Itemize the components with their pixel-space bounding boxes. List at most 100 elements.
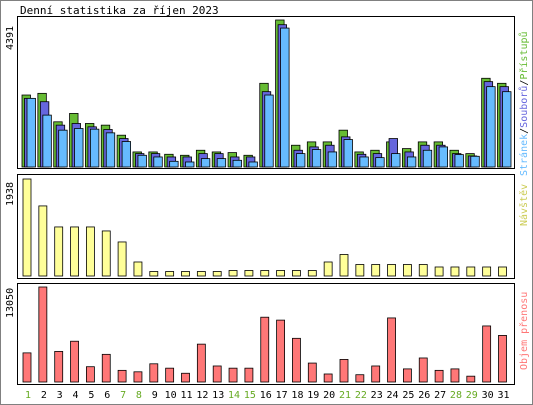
x-tick-day-1: 1 <box>25 390 31 401</box>
visits-bar-day-6 <box>101 230 111 277</box>
pages-bar-day-24 <box>391 153 401 168</box>
x-tick-day-4: 4 <box>73 390 79 401</box>
x-tick-day-23: 23 <box>371 390 383 401</box>
visits-bar-day-21 <box>339 254 349 277</box>
x-tick-day-8: 8 <box>136 390 142 401</box>
transfer-bar-day-22 <box>355 374 365 383</box>
pages-bar-day-1 <box>26 97 36 168</box>
x-tick-day-16: 16 <box>260 390 272 401</box>
x-tick-day-27: 27 <box>434 390 446 401</box>
x-tick-day-26: 26 <box>418 390 430 401</box>
x-tick-day-12: 12 <box>196 390 208 401</box>
transfer-bar-day-6 <box>101 353 111 383</box>
legend-files: Souborů <box>518 86 530 128</box>
x-tick-day-5: 5 <box>88 390 94 401</box>
pages-bar-day-2 <box>42 114 52 168</box>
transfer-ymax-label: 13050 <box>5 288 16 318</box>
pages-bar-day-30 <box>486 86 496 168</box>
x-tick-day-31: 31 <box>497 390 509 401</box>
pages-bar-day-10 <box>169 160 179 168</box>
transfer-bar-day-5 <box>86 366 95 383</box>
chart-title: Denní statistika za říjen 2023 <box>20 4 219 17</box>
transfer-bar-day-3 <box>54 351 64 383</box>
pages-bar-day-11 <box>185 161 195 168</box>
visits-bar-day-18 <box>292 270 301 277</box>
transfer-bar-day-19 <box>307 362 317 383</box>
x-tick-day-6: 6 <box>104 390 110 401</box>
pages-bar-day-9 <box>153 156 163 168</box>
visits-bar-day-1 <box>22 178 32 277</box>
x-tick-day-13: 13 <box>212 390 224 401</box>
visits-bar-day-25 <box>402 264 412 277</box>
pages-bar-day-3 <box>58 129 68 168</box>
transfer-bar-day-11 <box>181 372 190 383</box>
transfer-bar-day-9 <box>149 363 159 383</box>
x-tick-day-11: 11 <box>180 390 192 401</box>
visits-bar-day-19 <box>307 270 317 277</box>
visits-bar-day-10 <box>165 271 175 277</box>
visits-bar-day-17 <box>276 270 286 277</box>
transfer-bar-day-13 <box>212 365 222 383</box>
visits-bar-day-16 <box>260 270 270 277</box>
transfer-bar-day-16 <box>260 316 270 383</box>
visits-bar-day-24 <box>387 264 396 277</box>
transfer-bar-day-8 <box>133 371 143 383</box>
pages-bar-day-8 <box>137 154 147 168</box>
visits-bar-day-3 <box>54 226 64 277</box>
x-tick-day-24: 24 <box>387 390 399 401</box>
visits-bar-day-13 <box>212 271 222 277</box>
visits-bar-day-9 <box>149 271 159 277</box>
visits-bar-day-7 <box>117 241 127 277</box>
pages-bar-day-25 <box>406 156 417 168</box>
visits-bar-day-23 <box>371 264 381 277</box>
pages-bar-day-26 <box>422 149 433 168</box>
visits-bar-day-29 <box>466 266 476 277</box>
pages-bar-day-12 <box>200 158 211 168</box>
bars-layer <box>21 19 512 383</box>
legend-sep-2: / <box>519 80 530 86</box>
transfer-bar-day-15 <box>244 367 254 383</box>
visits-bar-day-22 <box>355 264 365 277</box>
x-tick-day-25: 25 <box>402 390 414 401</box>
pages-bar-day-13 <box>216 158 227 168</box>
pages-bar-day-7 <box>121 141 131 168</box>
visits-bar-day-8 <box>133 261 143 277</box>
transfer-bar-day-21 <box>339 359 349 383</box>
pages-bar-day-4 <box>74 128 84 168</box>
pages-bar-day-6 <box>105 132 116 168</box>
x-tick-day-9: 9 <box>152 390 158 401</box>
transfer-bar-day-24 <box>387 317 396 383</box>
visits-bar-day-26 <box>418 264 428 277</box>
visits-ymax-label: 1938 <box>5 182 16 206</box>
x-tick-day-2: 2 <box>41 390 47 401</box>
pages-bar-day-29 <box>470 155 480 168</box>
pages-bar-day-22 <box>359 156 369 168</box>
hits-ymax-label: 4391 <box>5 26 16 50</box>
transfer-bar-day-25 <box>402 368 412 383</box>
visits-bar-day-14 <box>228 270 238 277</box>
pages-bar-day-23 <box>375 157 385 168</box>
pages-bar-day-20 <box>327 151 338 168</box>
transfer-bar-day-31 <box>498 335 507 383</box>
transfer-bar-day-28 <box>450 368 460 383</box>
x-tick-day-29: 29 <box>466 390 478 401</box>
transfer-bar-day-4 <box>70 340 79 383</box>
x-tick-day-17: 17 <box>276 390 288 401</box>
transfer-bar-day-2 <box>38 286 48 383</box>
x-tick-day-7: 7 <box>120 390 126 401</box>
transfer-bar-day-14 <box>228 367 238 383</box>
x-tick-day-10: 10 <box>165 390 177 401</box>
pages-bar-day-27 <box>438 146 449 168</box>
legend-pages: Stránek <box>518 134 530 176</box>
hits-legend: Stránek/Souborů/Přístupů <box>518 31 530 176</box>
transfer-panel-frame <box>17 283 515 385</box>
pages-bar-day-17 <box>280 27 290 168</box>
x-tick-day-28: 28 <box>450 390 462 401</box>
visits-bar-day-4 <box>70 226 79 277</box>
x-tick-day-19: 19 <box>307 390 319 401</box>
transfer-legend: Objem přenosu <box>518 292 530 370</box>
pages-bar-day-5 <box>90 128 100 168</box>
x-tick-day-3: 3 <box>57 390 63 401</box>
visits-bar-day-28 <box>450 266 460 277</box>
